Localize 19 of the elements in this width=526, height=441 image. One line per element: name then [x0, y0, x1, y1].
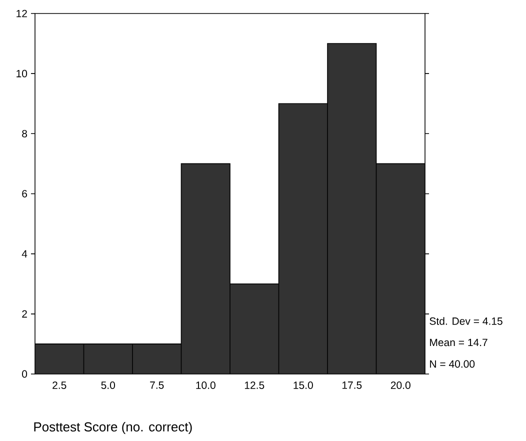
y-tick-label: 2: [22, 310, 27, 318]
x-tick-label: 2.5: [52, 382, 66, 389]
x-tick-label: 5.0: [101, 382, 116, 389]
y-tick-label: 0: [22, 370, 28, 378]
x-tick-label: 17.5: [342, 382, 362, 389]
y-tick-label: 4: [22, 250, 28, 258]
text: N = 40.00: [430, 360, 475, 368]
y-tick-label: 6: [22, 190, 28, 198]
y-tick-label: 8: [22, 130, 28, 138]
x-tick-label: 12.5: [244, 382, 264, 389]
x-axis-title: Posttest Score (no. correct): [34, 422, 192, 434]
x-tick-label: 7.5: [150, 382, 164, 389]
y-tick-label: 10: [16, 70, 28, 78]
x-tick-label: 15.0: [294, 382, 313, 389]
x-tick-label: 10.0: [196, 382, 216, 389]
text: Std. Dev = 4.15: [430, 317, 502, 325]
text: Mean = 14.7: [430, 338, 488, 346]
y-tick-label: 12: [16, 10, 27, 18]
x-tick-label: 20.0: [390, 382, 410, 389]
